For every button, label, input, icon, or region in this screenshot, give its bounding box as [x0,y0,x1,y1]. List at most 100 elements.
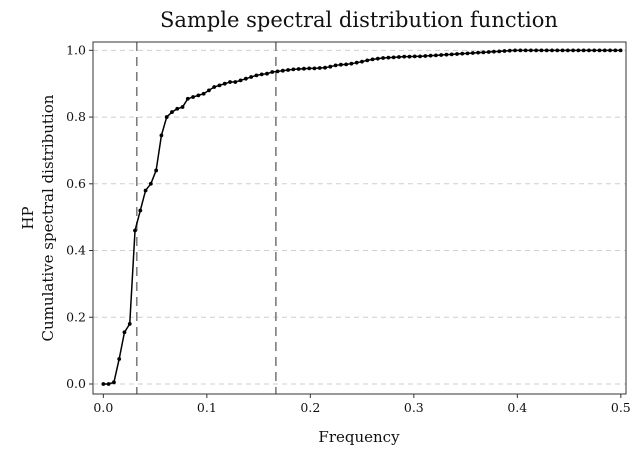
data-point-31 [265,71,269,76]
grid-lines [93,49,626,385]
data-point-45 [338,62,343,67]
data-point-25 [233,80,238,84]
y-tick-label-1: 0.2 [66,309,86,324]
data-point-1 [106,382,111,386]
data-point-50 [365,58,370,63]
data-point-75 [497,49,502,54]
data-point-66 [449,52,454,57]
data-point-89 [571,48,576,53]
data-point-17 [191,95,195,99]
data-point-35 [286,68,290,72]
data-point-73 [486,50,491,54]
data-point-18 [196,93,201,98]
data-point-14 [175,106,180,111]
data-point-88 [565,48,570,53]
data-point-98 [618,48,623,53]
series-layer [101,48,623,386]
data-point-36 [291,67,296,72]
data-point-12 [164,115,169,119]
data-point-86 [555,48,560,53]
data-point-39 [307,66,312,71]
data-point-81 [528,48,533,53]
data-point-28 [249,75,254,79]
data-point-57 [402,54,407,59]
data-point-24 [228,80,232,84]
data-point-93 [592,48,597,53]
y-tick-label-5: 1.0 [66,42,86,57]
data-point-62 [428,53,433,58]
data-point-95 [602,48,607,53]
data-point-61 [423,54,428,58]
data-point-22 [217,83,222,88]
data-point-78 [513,48,517,53]
data-point-40 [312,66,317,71]
data-point-23 [222,81,227,86]
data-point-37 [296,67,301,71]
data-point-47 [349,61,354,66]
data-point-79 [518,48,523,53]
data-point-26 [238,78,243,83]
data-point-13 [170,110,174,114]
data-point-20 [207,88,211,93]
data-point-53 [381,56,385,60]
data-point-54 [386,55,391,60]
data-point-10 [154,168,159,173]
x-axis-label: Frequency [318,428,400,446]
data-point-51 [370,57,375,62]
data-point-46 [344,62,349,67]
data-point-16 [185,96,190,101]
y-tick-label-3: 0.6 [66,176,86,191]
data-point-42 [323,65,327,70]
data-point-70 [470,51,475,55]
data-point-56 [397,55,401,59]
series-line-0 [103,49,621,385]
data-point-55 [391,55,396,60]
data-point-63 [433,53,438,58]
data-point-59 [412,54,417,59]
chart-title: Sample spectral distribution function [160,8,558,32]
data-point-21 [212,85,217,89]
data-point-87 [560,48,565,53]
data-point-38 [302,66,306,71]
data-point-97 [613,48,618,53]
data-point-29 [254,73,259,78]
x-tick-label-4: 0.4 [507,400,527,415]
data-point-11 [159,133,164,138]
x-tick-label-3: 0.3 [404,400,424,415]
y-tick-label-0: 0.0 [66,376,86,391]
data-point-71 [476,50,481,55]
data-point-74 [492,49,496,54]
data-point-19 [201,91,206,96]
data-point-84 [544,48,549,53]
data-point-7 [138,208,143,213]
data-point-77 [507,48,512,53]
data-point-96 [608,48,612,53]
data-point-32 [270,70,275,74]
data-point-91 [581,48,586,53]
data-point-34 [280,68,285,73]
data-point-4 [122,330,127,335]
data-point-15 [180,105,185,109]
y-axis-ticks: 0.0 0.2 0.4 0.6 0.8 1.0 [66,42,93,391]
x-tick-label-5: 0.5 [611,400,631,415]
data-point-85 [550,48,554,53]
data-point-8 [143,188,148,193]
data-point-52 [375,56,380,61]
data-point-44 [333,63,338,68]
x-tick-label-0: 0.0 [93,400,113,415]
data-point-69 [465,51,470,56]
data-point-68 [460,51,465,56]
data-point-0 [101,382,106,386]
data-point-27 [243,76,248,81]
data-point-6 [133,228,137,233]
plot-frame [92,41,627,395]
x-axis-ticks: 0.0 0.1 0.2 0.3 0.4 0.5 [93,394,631,415]
data-point-64 [439,53,444,57]
y-axis-label-line-1: HP [19,206,37,229]
reference-lines [135,42,277,394]
data-point-94 [597,48,602,53]
data-point-49 [360,59,364,64]
data-point-30 [259,72,264,77]
data-point-9 [148,181,153,186]
